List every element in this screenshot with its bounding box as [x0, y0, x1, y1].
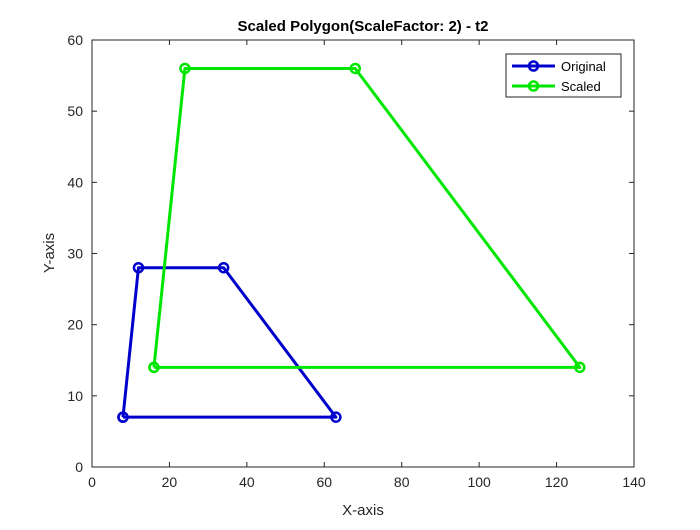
y-tick-label: 10: [67, 388, 83, 404]
x-tick-label: 100: [467, 474, 491, 490]
x-tick-label: 40: [239, 474, 255, 490]
y-tick-label: 40: [67, 174, 83, 190]
y-tick-label: 60: [67, 32, 83, 48]
x-tick-label: 20: [162, 474, 178, 490]
x-tick-label: 60: [316, 474, 332, 490]
legend-label-original: Original: [561, 59, 606, 74]
y-tick-label: 20: [67, 317, 83, 333]
x-tick-label: 80: [394, 474, 410, 490]
legend: Original Scaled: [506, 54, 621, 97]
y-axis-label: Y-axis: [41, 233, 58, 273]
x-tick-label: 140: [622, 474, 646, 490]
y-tick-label: 0: [75, 459, 83, 475]
x-tick-label: 0: [88, 474, 96, 490]
y-tick-label: 30: [67, 246, 83, 262]
legend-label-scaled: Scaled: [561, 79, 601, 94]
y-tick-label: 50: [67, 103, 83, 119]
x-tick-label: 120: [545, 474, 569, 490]
plot-area: [92, 40, 634, 467]
x-axis-label: X-axis: [342, 502, 384, 519]
chart-title: Scaled Polygon(ScaleFactor: 2) - t2: [238, 18, 489, 35]
